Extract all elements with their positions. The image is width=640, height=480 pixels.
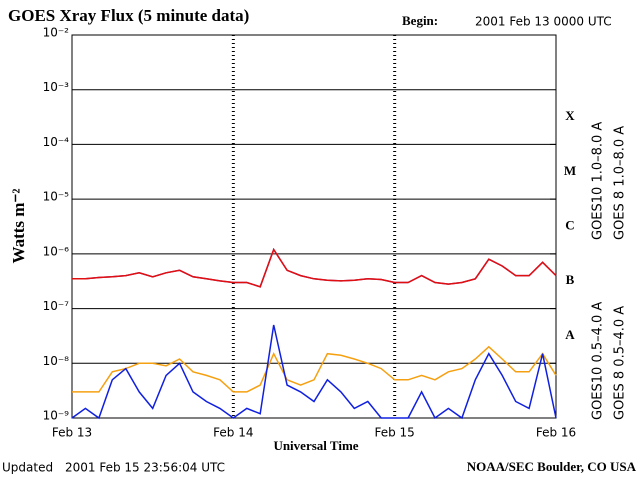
legend-entry: GOES 8 0.5–4.0 A	[613, 306, 628, 420]
y-tick-label: 10⁻²	[43, 26, 70, 40]
x-tick-label: Feb 13	[52, 426, 92, 440]
legend-entry: GOES 8 1.0–8.0 A	[613, 126, 628, 240]
class-label: C	[565, 217, 574, 232]
x-axis-label: Universal Time	[273, 438, 358, 453]
y-tick-label: 10⁻⁶	[43, 244, 70, 258]
class-label: X	[565, 108, 575, 123]
y-tick-label: 10⁻³	[43, 80, 70, 94]
legend-entry: GOES10 1.0–8.0 A	[591, 122, 606, 240]
y-tick-label: 10⁻⁸	[43, 354, 70, 368]
series-line	[71, 324, 557, 420]
x-tick-label: Feb 15	[374, 426, 414, 440]
chart-title: GOES Xray Flux (5 minute data)	[8, 6, 249, 25]
legend-entry: GOES10 0.5–4.0 A	[591, 302, 606, 420]
credit: NOAA/SEC Boulder, CO USA	[467, 459, 637, 474]
x-tick-label: Feb 14	[213, 426, 253, 440]
updated-date: 2001 Feb 15 23:56:04 UTC	[65, 461, 225, 475]
y-tick-label: 10⁻⁹	[43, 409, 70, 423]
updated-label: Updated	[2, 461, 53, 475]
series-line	[72, 247, 557, 288]
y-tick-label: 10⁻⁷	[43, 299, 70, 313]
class-label: M	[564, 163, 576, 178]
begin-date: 2001 Feb 13 0000 UTC	[475, 15, 612, 29]
y-tick-label: 10⁻⁴	[43, 135, 70, 149]
y-tick-label: 10⁻⁵	[43, 190, 70, 204]
x-tick-label: Feb 16	[536, 426, 576, 440]
series-line	[72, 345, 557, 393]
class-label: B	[566, 272, 575, 287]
y-axis-label: Watts m⁻²	[9, 189, 28, 264]
plot-frame	[71, 34, 557, 419]
class-label: A	[565, 327, 575, 342]
begin-label: Begin:	[402, 13, 438, 28]
